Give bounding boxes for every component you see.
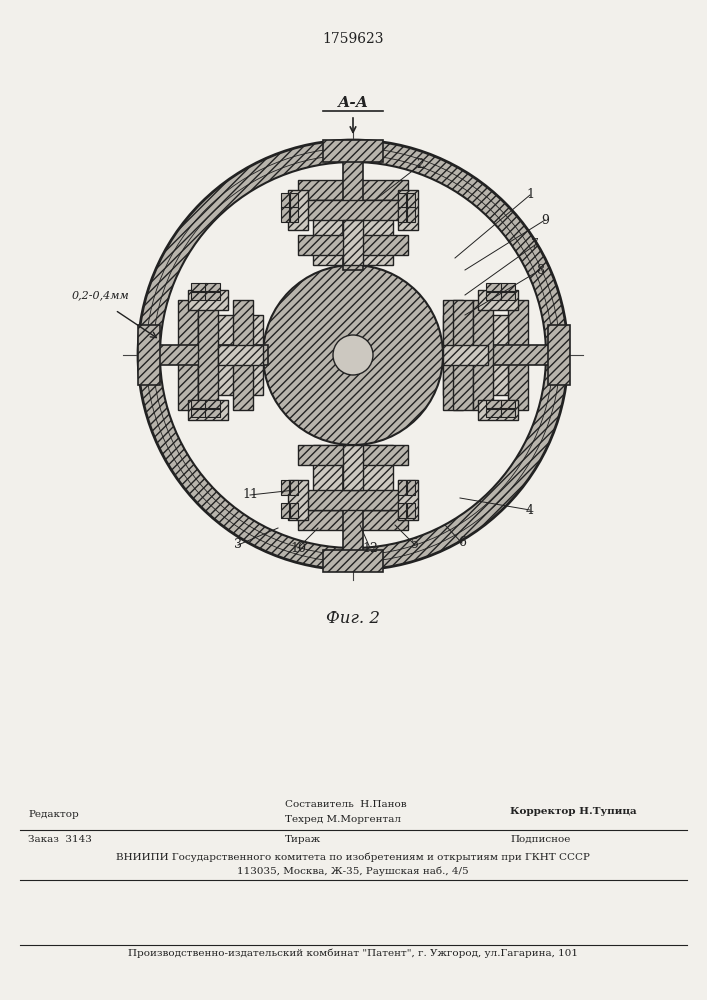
- Bar: [486, 283, 501, 291]
- Bar: [313, 200, 393, 265]
- Bar: [398, 207, 406, 222]
- Bar: [398, 193, 406, 208]
- Bar: [323, 550, 383, 572]
- Text: Фиг. 2: Фиг. 2: [326, 610, 380, 627]
- Bar: [486, 292, 501, 300]
- Text: 0,2-0,4мм: 0,2-0,4мм: [72, 290, 130, 300]
- Text: А-А: А-А: [337, 96, 368, 110]
- Text: 11: 11: [242, 488, 258, 502]
- Bar: [407, 480, 415, 495]
- Bar: [288, 190, 308, 230]
- Bar: [290, 207, 298, 222]
- Bar: [191, 292, 206, 300]
- Bar: [188, 290, 228, 310]
- Bar: [473, 300, 493, 410]
- Bar: [398, 480, 418, 520]
- Text: 10: 10: [290, 542, 306, 554]
- Bar: [343, 445, 363, 490]
- Bar: [500, 283, 515, 291]
- Bar: [407, 193, 415, 208]
- Text: 2: 2: [416, 158, 424, 172]
- Bar: [343, 220, 363, 265]
- Text: 5: 5: [411, 538, 419, 552]
- Text: Корректор Н.Тупица: Корректор Н.Тупица: [510, 807, 636, 816]
- Bar: [407, 207, 415, 222]
- Bar: [443, 315, 508, 395]
- Bar: [298, 510, 408, 530]
- Bar: [288, 480, 308, 520]
- Bar: [500, 409, 515, 417]
- Bar: [486, 409, 501, 417]
- Bar: [298, 200, 408, 220]
- Bar: [281, 480, 289, 495]
- Bar: [188, 400, 228, 420]
- Bar: [233, 300, 253, 410]
- Bar: [486, 400, 501, 408]
- Text: ВНИИПИ Государственного комитета по изобретениям и открытиям при ГКНТ СССР: ВНИИПИ Государственного комитета по изоб…: [116, 853, 590, 862]
- Bar: [398, 503, 406, 518]
- Bar: [191, 409, 206, 417]
- Text: 1759623: 1759623: [322, 32, 384, 46]
- Bar: [298, 490, 408, 510]
- Bar: [290, 193, 298, 208]
- Bar: [443, 300, 463, 410]
- Bar: [298, 235, 408, 255]
- Bar: [343, 445, 363, 570]
- Text: Редактор: Редактор: [28, 810, 78, 819]
- Bar: [500, 292, 515, 300]
- Text: Заказ  3143: Заказ 3143: [28, 835, 92, 844]
- Bar: [138, 345, 268, 365]
- Bar: [478, 400, 518, 420]
- Text: 8: 8: [536, 263, 544, 276]
- Bar: [500, 400, 515, 408]
- Text: Производственно-издательский комбинат "Патент", г. Ужгород, ул.Гагарина, 101: Производственно-издательский комбинат "П…: [128, 948, 578, 958]
- Bar: [443, 345, 488, 365]
- Bar: [508, 300, 528, 410]
- Bar: [453, 300, 473, 410]
- Ellipse shape: [160, 162, 546, 548]
- Bar: [205, 409, 220, 417]
- Bar: [313, 445, 393, 510]
- Bar: [205, 400, 220, 408]
- Bar: [343, 140, 363, 270]
- Bar: [198, 315, 263, 395]
- Text: Подписное: Подписное: [510, 835, 571, 844]
- Text: 7: 7: [531, 238, 539, 251]
- Bar: [290, 480, 298, 495]
- Bar: [281, 503, 289, 518]
- Text: 4: 4: [526, 504, 534, 516]
- Text: 3: 3: [234, 538, 242, 552]
- Bar: [281, 207, 289, 222]
- Bar: [548, 325, 570, 385]
- Bar: [205, 292, 220, 300]
- Text: 12: 12: [362, 542, 378, 554]
- Ellipse shape: [263, 265, 443, 445]
- Bar: [290, 503, 298, 518]
- Bar: [138, 325, 160, 385]
- Text: 9: 9: [541, 214, 549, 227]
- Bar: [218, 345, 263, 365]
- Text: 6: 6: [458, 536, 466, 550]
- Bar: [191, 283, 206, 291]
- Bar: [443, 345, 568, 365]
- Bar: [298, 445, 408, 465]
- Ellipse shape: [333, 335, 373, 375]
- Bar: [178, 300, 198, 410]
- Text: Тираж: Тираж: [285, 835, 321, 844]
- Text: Техред М.Моргентал: Техред М.Моргентал: [285, 815, 401, 824]
- Bar: [398, 190, 418, 230]
- Text: Составитель  Н.Панов: Составитель Н.Панов: [285, 800, 407, 809]
- Bar: [323, 140, 383, 162]
- Bar: [281, 193, 289, 208]
- Text: 1: 1: [526, 188, 534, 202]
- Bar: [198, 300, 218, 410]
- Ellipse shape: [138, 140, 568, 570]
- Bar: [191, 400, 206, 408]
- Bar: [205, 283, 220, 291]
- Bar: [298, 180, 408, 200]
- Bar: [407, 503, 415, 518]
- Bar: [478, 290, 518, 310]
- Bar: [398, 480, 406, 495]
- Text: 113035, Москва, Ж-35, Раушская наб., 4/5: 113035, Москва, Ж-35, Раушская наб., 4/5: [237, 866, 469, 876]
